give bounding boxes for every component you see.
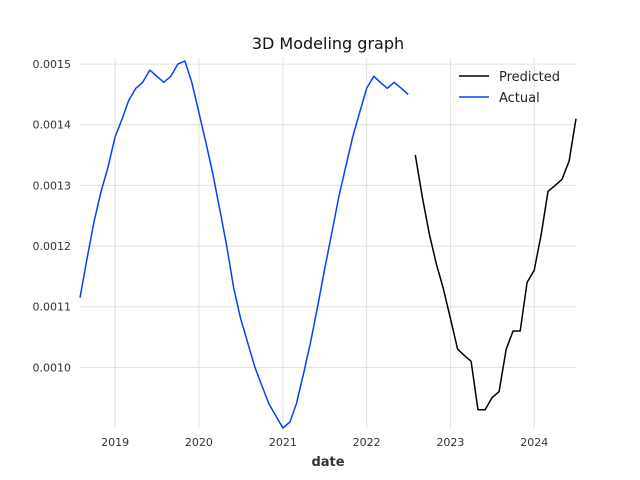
legend-label: Predicted xyxy=(499,70,560,85)
x-axis-ticks: 2019 2020 2021 2022 2023 2024 xyxy=(101,436,548,449)
series-line-predicted xyxy=(414,118,577,411)
x-tick-label: 2021 xyxy=(269,436,297,449)
series-line-actual xyxy=(79,60,409,429)
y-tick-label: 0.0011 xyxy=(33,301,72,314)
x-tick-label: 2022 xyxy=(353,436,381,449)
y-axis-ticks: 0.0010 0.0011 0.0012 0.0013 0.0014 0.0015 xyxy=(33,58,72,374)
legend-label: Actual xyxy=(499,91,540,106)
chart-title: 3D Modeling graph xyxy=(252,34,404,53)
series-lines xyxy=(79,60,577,429)
y-tick-label: 0.0015 xyxy=(33,58,72,71)
gridlines xyxy=(80,58,576,428)
y-tick-label: 0.0010 xyxy=(33,361,72,374)
x-tick-label: 2020 xyxy=(185,436,213,449)
y-tick-label: 0.0012 xyxy=(33,240,72,253)
x-tick-label: 2024 xyxy=(520,436,548,449)
legend: Predicted Actual xyxy=(459,70,560,106)
y-tick-label: 0.0013 xyxy=(33,179,72,192)
x-tick-label: 2023 xyxy=(436,436,464,449)
y-tick-label: 0.0014 xyxy=(33,119,72,132)
x-axis-label: date xyxy=(311,455,344,470)
x-tick-label: 2019 xyxy=(101,436,129,449)
